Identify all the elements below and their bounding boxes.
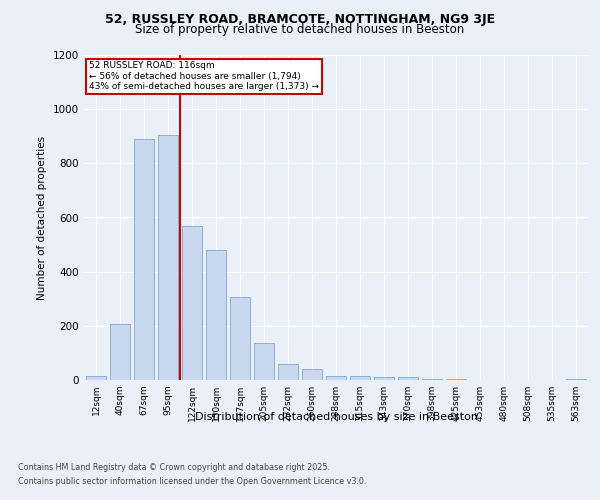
Bar xyxy=(86,376,106,380)
Bar xyxy=(134,139,154,380)
Bar xyxy=(350,376,370,380)
Bar xyxy=(374,378,394,380)
Bar xyxy=(398,378,418,380)
Text: Distribution of detached houses by size in Beeston: Distribution of detached houses by size … xyxy=(194,412,478,422)
Text: 52 RUSSLEY ROAD: 116sqm
← 56% of detached houses are smaller (1,794)
43% of semi: 52 RUSSLEY ROAD: 116sqm ← 56% of detache… xyxy=(89,62,319,92)
Bar xyxy=(158,135,178,380)
Bar xyxy=(230,298,250,380)
Bar xyxy=(302,369,322,380)
Bar xyxy=(422,378,442,380)
Text: Contains public sector information licensed under the Open Government Licence v3: Contains public sector information licen… xyxy=(18,477,367,486)
Bar xyxy=(182,226,202,380)
Bar xyxy=(110,324,130,380)
Bar xyxy=(254,344,274,380)
Bar xyxy=(206,250,226,380)
Bar xyxy=(326,376,346,380)
Text: Contains HM Land Registry data © Crown copyright and database right 2025.: Contains HM Land Registry data © Crown c… xyxy=(18,464,330,472)
Text: Size of property relative to detached houses in Beeston: Size of property relative to detached ho… xyxy=(136,22,464,36)
Bar xyxy=(278,364,298,380)
Bar xyxy=(446,378,466,380)
Bar xyxy=(566,378,586,380)
Text: 52, RUSSLEY ROAD, BRAMCOTE, NOTTINGHAM, NG9 3JE: 52, RUSSLEY ROAD, BRAMCOTE, NOTTINGHAM, … xyxy=(105,12,495,26)
Y-axis label: Number of detached properties: Number of detached properties xyxy=(37,136,47,300)
